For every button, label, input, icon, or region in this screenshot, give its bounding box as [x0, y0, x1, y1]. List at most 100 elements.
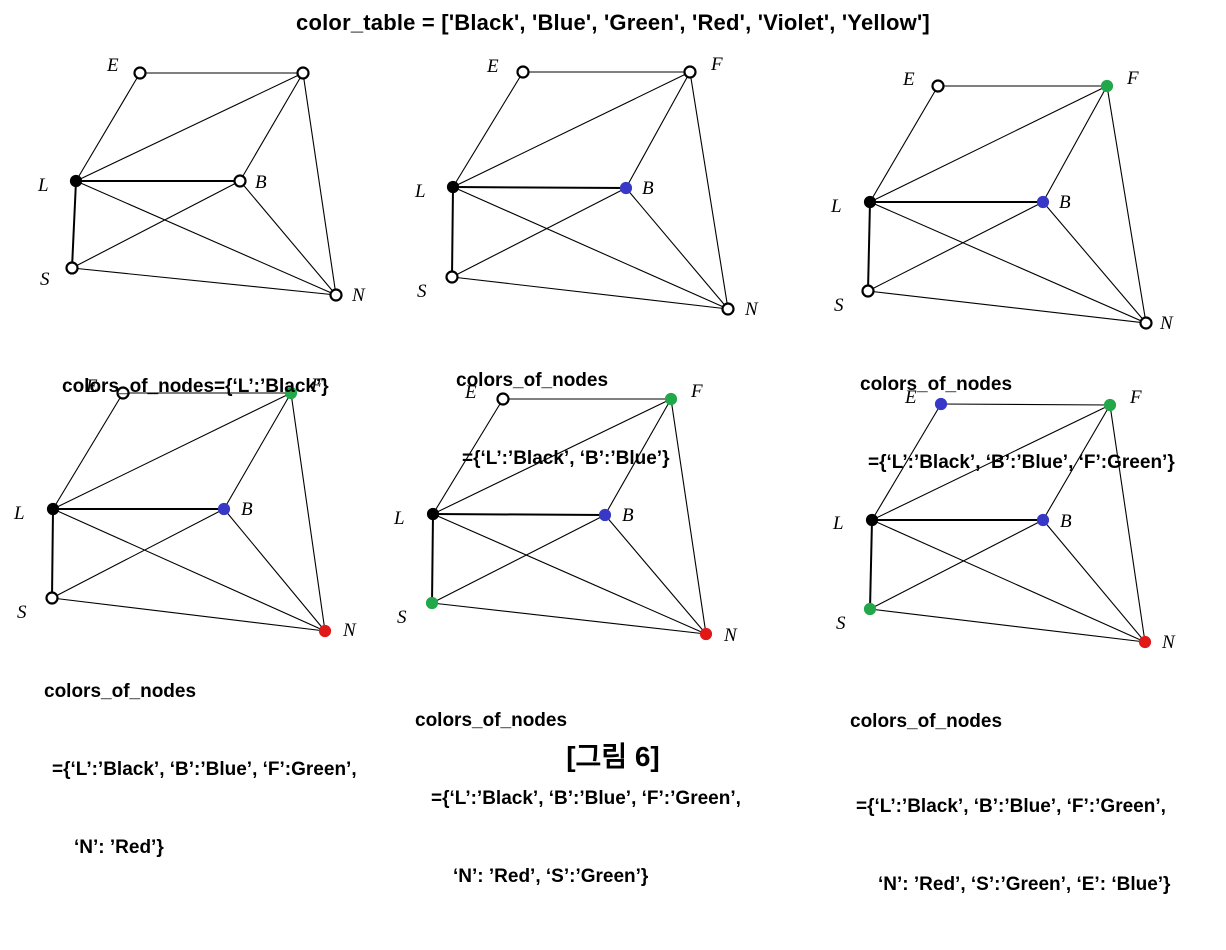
node-L: [69, 174, 83, 188]
edge-S-N: [431, 602, 707, 635]
node-N: [721, 302, 735, 316]
node-S: [861, 284, 875, 298]
node-label-N: N: [1159, 313, 1174, 334]
graph-panel-4: E F L B S N: [13, 375, 357, 641]
node-label-N: N: [1161, 632, 1176, 653]
graph-panel-6: E F L B S N: [832, 387, 1176, 653]
node-label-N: N: [744, 299, 759, 320]
node-E: [116, 386, 130, 400]
node-B: [217, 502, 231, 516]
edge-F-L: [871, 404, 1111, 521]
edge-F-B: [604, 398, 672, 516]
edge-B-N: [1042, 201, 1147, 324]
node-B: [1036, 513, 1050, 527]
edge-F-N: [1109, 404, 1146, 643]
edge-L-S: [51, 508, 54, 599]
edge-F-B: [223, 392, 292, 510]
edge-E-L: [452, 71, 524, 188]
edge-L-S: [451, 186, 454, 278]
node-S: [863, 602, 877, 616]
panel-4-caption-line1: colors_of_nodes: [44, 681, 197, 702]
node-S: [45, 591, 59, 605]
panel-5-caption: colors_of_nodes ={‘L’:’Black’, ‘B’:’Blue…: [415, 656, 741, 942]
edge-B-N: [625, 187, 729, 310]
node-label-S: S: [417, 281, 427, 302]
edge-L-N: [75, 180, 337, 296]
node-label-F: F: [1129, 387, 1142, 408]
edge-F-N: [290, 392, 326, 632]
edge-S-N: [71, 267, 337, 296]
edge-L-N: [432, 513, 707, 635]
node-label-F: F: [710, 54, 723, 75]
node-label-B: B: [1059, 192, 1071, 213]
edge-L-S: [867, 201, 871, 292]
node-label-B: B: [255, 172, 267, 193]
panel-5-caption-line3: ‘N’: ’Red’, ‘S’:’Green’}: [453, 866, 649, 887]
edge-S-N: [451, 276, 729, 310]
panel-6-caption-line2: ={‘L’:’Black’, ‘B’:’Blue’, ‘F’:’Green’,: [856, 796, 1166, 817]
node-N: [318, 624, 332, 638]
edge-B-N: [1042, 519, 1146, 643]
node-label-E: E: [106, 55, 119, 76]
edge-S-N: [869, 608, 1146, 643]
node-label-E: E: [904, 387, 917, 408]
node-B: [1036, 195, 1050, 209]
edge-F-B: [239, 72, 304, 182]
node-label-S: S: [397, 607, 407, 628]
node-label-S: S: [17, 602, 27, 623]
node-label-L: L: [393, 508, 405, 529]
edge-F-N: [670, 398, 707, 635]
node-L: [863, 195, 877, 209]
node-label-B: B: [241, 499, 253, 520]
node-F: [296, 66, 310, 80]
edge-F-L: [75, 72, 304, 182]
panel-6-caption: colors_of_nodes ={‘L’:’Black’, ‘B’:’Blue…: [850, 657, 1170, 950]
edge-B-S: [431, 514, 606, 604]
node-N: [699, 627, 713, 641]
node-label-L: L: [830, 196, 842, 217]
panel-3-caption: colors_of_nodes ={‘L’:’Black’, ‘B’:’Blue…: [860, 320, 1175, 528]
node-label-B: B: [622, 505, 634, 526]
node-S: [445, 270, 459, 284]
node-B: [598, 508, 612, 522]
node-label-S: S: [834, 295, 844, 316]
edge-B-S: [451, 187, 627, 278]
panel-5-caption-line2: ={‘L’:’Black’, ‘B’:’Blue’, ‘F’:’Green’,: [431, 788, 741, 809]
node-N: [1139, 316, 1153, 330]
edge-S-N: [51, 597, 326, 632]
node-label-S: S: [40, 269, 50, 290]
panel-5-caption-line1: colors_of_nodes: [415, 710, 568, 731]
node-label-S: S: [836, 613, 846, 634]
edge-E-L: [869, 85, 939, 203]
edge-B-N: [223, 508, 326, 632]
edge-B-S: [71, 180, 241, 269]
edge-L-B: [432, 513, 606, 516]
panel-6-caption-line3: ‘N’: ’Red’, ‘S’:’Green’, ‘E’: ‘Blue’}: [878, 874, 1171, 895]
graph-panel-2: E F L B S N: [414, 54, 759, 320]
node-B: [233, 174, 247, 188]
edge-E-F: [940, 403, 1111, 406]
node-F: [284, 386, 298, 400]
edge-B-S: [867, 201, 1044, 292]
edge-F-N: [302, 72, 337, 296]
node-label-L: L: [414, 181, 426, 202]
node-label-B: B: [642, 178, 654, 199]
edge-F-B: [625, 71, 691, 189]
edge-B-N: [239, 180, 337, 296]
node-S: [65, 261, 79, 275]
node-L: [46, 502, 60, 516]
graph-panel-3: E F L B S N: [830, 68, 1174, 334]
panel-2-caption-line1: colors_of_nodes: [456, 370, 609, 391]
node-label-L: L: [832, 513, 844, 534]
node-label-N: N: [351, 285, 366, 306]
edge-E-L: [432, 398, 504, 515]
edge-F-N: [689, 71, 729, 310]
node-B: [619, 181, 633, 195]
color-table-title: color_table = ['Black', 'Blue', 'Green',…: [296, 10, 930, 35]
node-label-B: B: [1060, 511, 1072, 532]
node-N: [329, 288, 343, 302]
node-label-E: E: [85, 376, 98, 397]
figure-label: [그림 6]: [566, 741, 660, 772]
panel-4-caption-line3: ‘N’: ’Red’}: [74, 837, 164, 858]
node-S: [425, 596, 439, 610]
